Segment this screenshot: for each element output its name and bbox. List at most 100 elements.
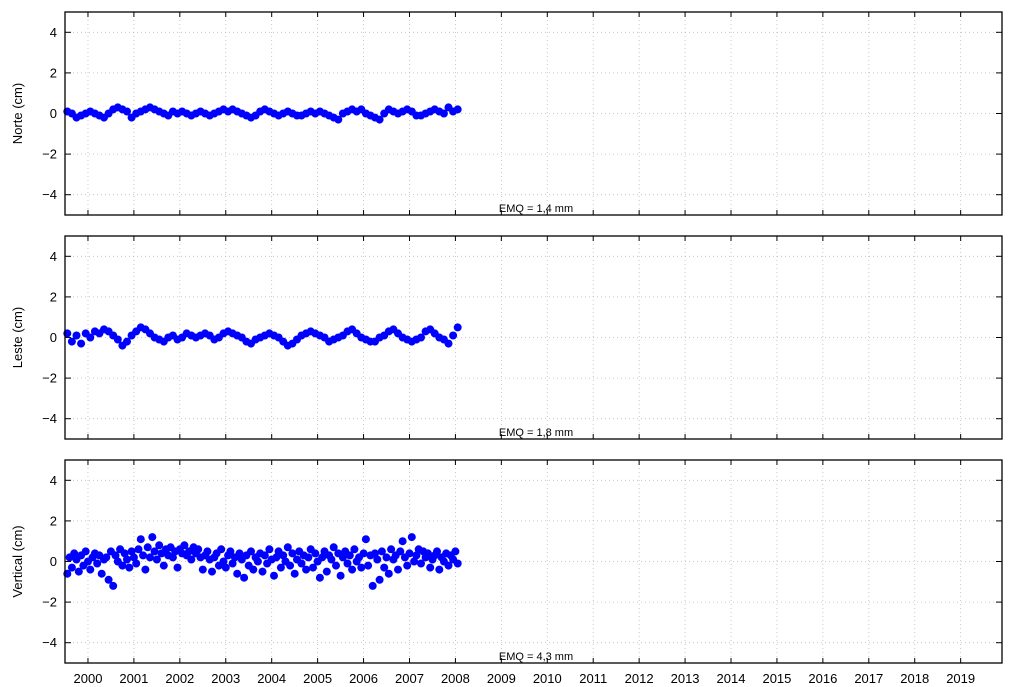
x-tick-label: 2013 — [671, 671, 700, 686]
data-point — [86, 565, 95, 574]
y-axis-title-vertical: Vertical (cm) — [10, 525, 25, 597]
data-point — [70, 549, 79, 558]
panel-vertical: −4 −2 0 2 4 Vertical (cm) EMQ = 4,3 mm — [10, 459, 1003, 664]
data-point — [449, 331, 458, 340]
x-tick-label: 2008 — [441, 671, 470, 686]
data-point — [387, 545, 396, 554]
data-point — [302, 565, 311, 574]
data-point — [159, 561, 168, 570]
data-point — [109, 581, 118, 590]
emq-annotation-vertical: EMQ = 4,3 mm — [499, 651, 573, 663]
data-point — [451, 547, 460, 556]
data-point — [235, 549, 244, 558]
data-point — [221, 563, 230, 572]
y-tick-label: 4 — [50, 473, 57, 488]
data-point — [382, 553, 391, 562]
panel-leste: −4 −2 0 2 4 Leste (cm) EMQ = 1,8 mm — [10, 235, 1003, 440]
data-point — [334, 115, 343, 124]
data-point — [104, 575, 113, 584]
data-point — [123, 337, 131, 346]
data-point — [228, 559, 237, 568]
x-tick-label: 2002 — [165, 671, 194, 686]
data-point — [375, 115, 384, 124]
data-point — [276, 563, 285, 572]
data-point — [359, 549, 368, 558]
data-point — [405, 549, 414, 558]
panel-norte: −4 −2 0 2 4 Norte (cm) EMQ = 1,4 mm — [10, 11, 1003, 216]
data-point — [348, 565, 357, 574]
data-point — [118, 561, 127, 570]
y-tick-label: −4 — [42, 411, 57, 426]
data-point — [368, 581, 377, 590]
data-point — [350, 545, 359, 554]
data-point — [286, 561, 295, 570]
data-point — [180, 541, 189, 550]
data-point — [304, 553, 313, 562]
plot-frame — [64, 235, 1003, 440]
data-point — [111, 551, 120, 560]
data-point — [336, 571, 345, 580]
data-point — [396, 547, 405, 556]
data-point — [423, 549, 432, 558]
data-point — [187, 555, 196, 564]
data-point — [260, 551, 269, 560]
y-axis-title-norte: Norte (cm) — [10, 83, 25, 144]
x-tick-label: 2005 — [303, 671, 332, 686]
y-tick-label: 2 — [50, 65, 57, 80]
data-point — [283, 543, 292, 552]
data-point — [132, 559, 141, 568]
data-point — [371, 549, 379, 558]
data-point — [240, 573, 249, 582]
data-point — [143, 543, 152, 552]
data-point — [247, 547, 255, 556]
x-tick-label: 2006 — [349, 671, 378, 686]
data-point — [394, 565, 402, 574]
data-point — [433, 547, 441, 556]
data-point — [125, 563, 134, 572]
data-point — [81, 547, 90, 556]
data-point — [439, 109, 448, 118]
data-point — [398, 537, 407, 546]
data-point — [270, 571, 278, 580]
data-point — [150, 547, 159, 556]
data-point — [453, 323, 462, 332]
x-tick-label: 2015 — [762, 671, 791, 686]
data-point — [146, 553, 154, 562]
data-point — [327, 555, 336, 564]
x-tick-label: 2009 — [487, 671, 516, 686]
data-point — [453, 105, 462, 114]
data-point — [345, 551, 354, 560]
data-point — [322, 567, 331, 576]
data-point — [265, 545, 274, 554]
data-point — [72, 331, 81, 340]
data-point — [311, 549, 320, 558]
x-tick-label: 2012 — [625, 671, 654, 686]
data-point — [279, 551, 288, 560]
data-point — [168, 553, 177, 562]
data-point — [67, 337, 76, 346]
data-point — [435, 565, 444, 574]
x-tick-label: 2003 — [211, 671, 240, 686]
data-point — [315, 573, 324, 582]
data-point — [77, 339, 86, 348]
x-tick-label: 2010 — [533, 671, 562, 686]
data-point — [417, 333, 425, 342]
data-point — [173, 563, 182, 572]
plot-frame — [64, 459, 1003, 664]
data-point — [141, 565, 150, 574]
x-tick-label: 2017 — [854, 671, 883, 686]
x-tick-label: 2016 — [808, 671, 837, 686]
data-point — [127, 547, 136, 556]
data-point — [253, 557, 262, 566]
y-tick-label: −4 — [42, 635, 57, 650]
data-point — [309, 563, 317, 572]
data-point — [318, 553, 327, 562]
data-point — [123, 107, 131, 116]
data-point — [249, 565, 258, 574]
data-point — [129, 553, 138, 562]
y-tick-label: 4 — [50, 25, 57, 40]
x-tick-label: 2014 — [717, 671, 746, 686]
data-point — [288, 549, 297, 558]
data-point — [338, 553, 347, 562]
